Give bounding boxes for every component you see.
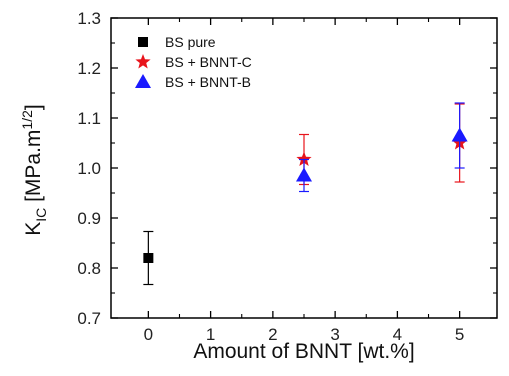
legend-label: BS + BNNT-C: [165, 54, 252, 70]
x-tick-label: 5: [455, 325, 464, 344]
legend: BS pure BS + BNNT-C BS + BNNT-B: [135, 34, 252, 90]
y-axis-title-main: K: [22, 222, 45, 236]
data-point: [451, 127, 468, 142]
y-axis-title: KIC [MPa.m1/2]: [19, 104, 49, 236]
legend-label: BS + BNNT-B: [165, 74, 251, 90]
x-tick-label: 3: [330, 325, 339, 344]
y-axis-title-sup: 1/2: [19, 110, 35, 130]
y-tick-label: 1.0: [77, 159, 101, 178]
y-tick-label: 0.7: [77, 309, 101, 328]
x-tick-label: 1: [206, 325, 215, 344]
y-tick-label: 1.1: [77, 109, 101, 128]
data-point: [296, 151, 312, 166]
y-axis-title-close: ]: [22, 104, 45, 110]
x-tick-label: 4: [393, 325, 402, 344]
legend-marker: [135, 74, 151, 88]
axis-ticks: 0.7 0.8 0.9 1.0 1.1 1.2 1.3 0 1 2 3 4 5: [77, 9, 497, 344]
legend-label: BS pure: [165, 34, 216, 50]
y-tick-label: 1.3: [77, 9, 101, 28]
y-tick-label: 0.8: [77, 259, 101, 278]
y-axis-title-rest: [MPa.m: [22, 130, 45, 208]
data-point: [296, 167, 312, 182]
data-point: [143, 253, 154, 263]
legend-marker: [135, 54, 151, 69]
x-tick-label: 0: [144, 325, 153, 344]
legend-marker: [138, 37, 148, 47]
y-tick-label: 0.9: [77, 209, 101, 228]
x-tick-label: 2: [268, 325, 277, 344]
y-axis-title-sub: IC: [33, 208, 49, 222]
y-tick-label: 1.2: [77, 59, 101, 78]
x-axis-title: Amount of BNNT [wt.%]: [193, 340, 414, 363]
